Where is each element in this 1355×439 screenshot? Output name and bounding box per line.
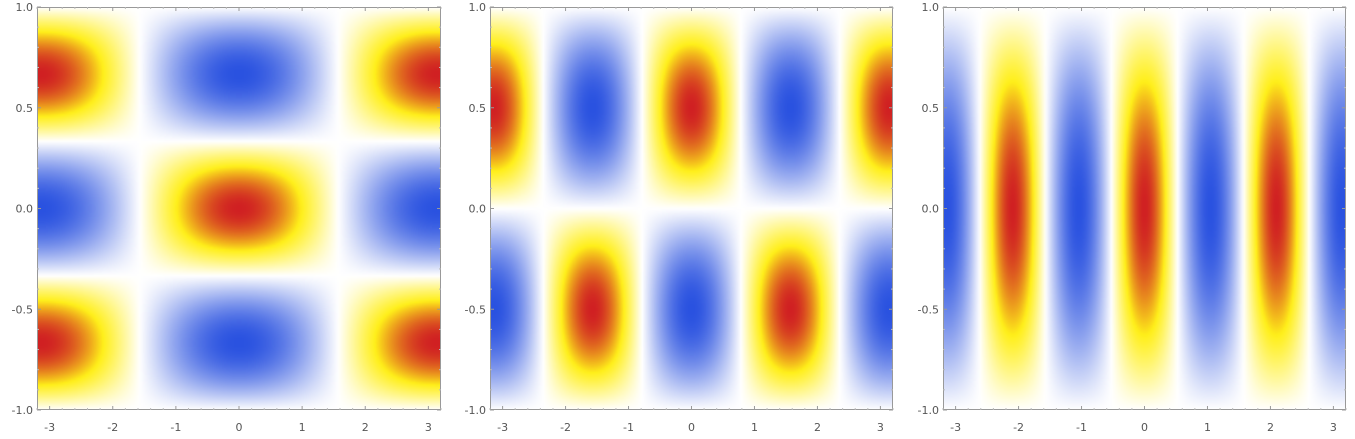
y-tick-label: 0.0 [469,203,487,216]
heatmap-panel-2: -3 -2 -1 0 1 2 3 -1.0 -0.5 0.0 0.5 1.0 [465,1,894,434]
y-tick-label: 0.0 [16,203,34,216]
heatmap-density-2 [490,7,893,410]
x-tick-label: 3 [877,421,884,434]
x-tick-label: 0 [1141,421,1148,434]
x-tick-label: -1 [170,421,181,434]
x-tick-label: -1 [1076,421,1087,434]
x-tick-label: -3 [497,421,508,434]
x-tick-label: -2 [107,421,118,434]
x-tick-label: 0 [236,421,243,434]
x-tick-label: 0 [688,421,695,434]
x-tick-label: 3 [425,421,432,434]
x-tick-label: 2 [1267,421,1274,434]
y-tick-label: -0.5 [12,303,33,316]
y-tick-label: 0.5 [16,102,34,115]
x-tick-label: 3 [1330,421,1337,434]
x-tick-label: -2 [560,421,571,434]
x-tick-label: -2 [1013,421,1024,434]
heatmap-panel-3: -3 -2 -1 0 1 2 3 -1.0 -0.5 0.0 0.5 1.0 [918,1,1347,434]
x-tick-label: 1 [1204,421,1211,434]
y-tick-label: -0.5 [918,303,939,316]
x-tick-label: -1 [623,421,634,434]
x-tick-label: 2 [814,421,821,434]
y-tick-label: 1.0 [922,1,940,14]
y-tick-label: 1.0 [469,1,487,14]
y-tick-label: 0.0 [922,203,940,216]
y-tick-label: -1.0 [918,404,939,417]
y-tick-label: 0.5 [469,102,487,115]
y-tick-label: -1.0 [465,404,486,417]
heatmap-density-1 [37,7,441,410]
x-tick-label: 1 [751,421,758,434]
heatmap-panel-1: -3 -2 -1 0 1 2 3 -1.0 -0.5 0.0 0.5 1.0 [12,1,442,434]
y-tick-label: -0.5 [465,303,486,316]
heatmap-density-3 [943,7,1346,410]
x-tick-label: 2 [362,421,369,434]
y-tick-label: 0.5 [922,102,940,115]
x-tick-label: -3 [950,421,961,434]
y-tick-label: 1.0 [16,1,34,14]
x-tick-label: 1 [299,421,306,434]
x-tick-label: -3 [44,421,55,434]
y-tick-label: -1.0 [12,404,33,417]
